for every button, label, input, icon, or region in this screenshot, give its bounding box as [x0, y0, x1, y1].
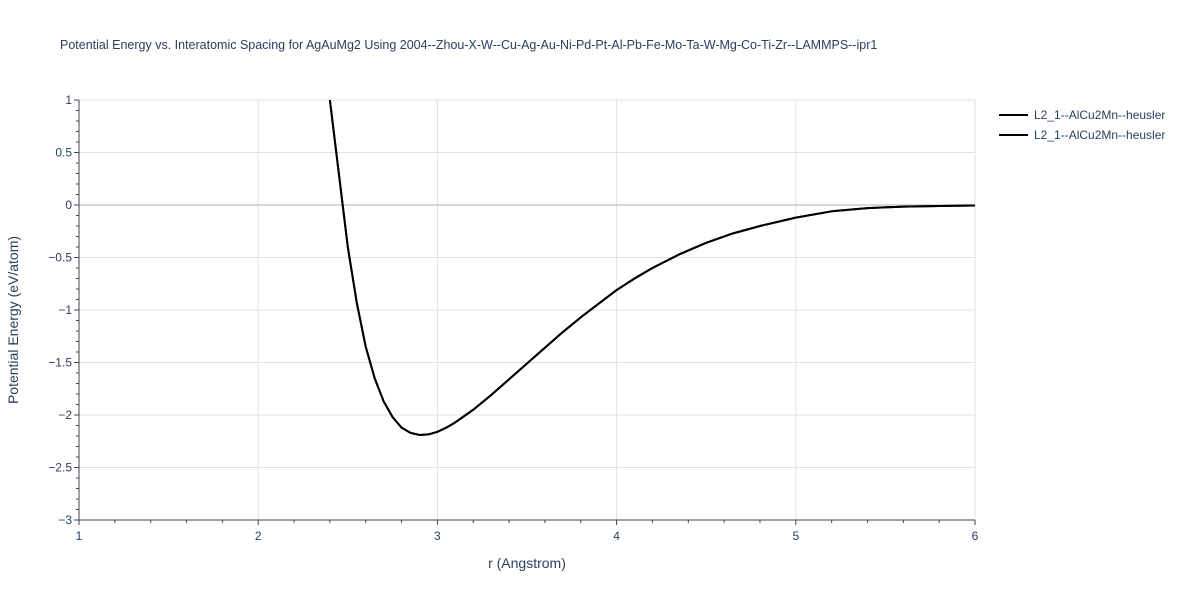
legend-item-1[interactable]: L2_1--AlCu2Mn--heusler	[999, 108, 1165, 122]
y-tick-label: −1	[58, 303, 72, 317]
x-tick-label: 3	[434, 529, 441, 543]
y-tick-label: −1.5	[48, 356, 72, 370]
y-tick-label: 0.5	[55, 146, 72, 160]
y-tick-label: −2.5	[48, 461, 72, 475]
legend-label: L2_1--AlCu2Mn--heusler	[1034, 128, 1165, 142]
legend-label: L2_1--AlCu2Mn--heusler	[1034, 108, 1165, 122]
series-line-2	[328, 100, 975, 436]
x-tick-label: 2	[255, 529, 262, 543]
x-tick-label: 5	[792, 529, 799, 543]
x-tick-label: 1	[76, 529, 83, 543]
y-tick-label: 0	[65, 198, 72, 212]
y-tick-label: 1	[65, 93, 72, 107]
y-tick-label: −2	[58, 408, 72, 422]
axes-layer: 1 2 3 4 5 6 1 0.5 0 −0.5 −1 −1.5 −2 −2.5 −3	[48, 93, 978, 543]
y-axis-title: Potential Energy (eV/atom)	[5, 236, 21, 404]
grid-layer	[79, 99, 976, 520]
x-tick-label: 4	[613, 529, 620, 543]
y-tick-label: −3	[58, 513, 72, 527]
chart-title: Potential Energy vs. Interatomic Spacing…	[60, 38, 878, 52]
legend-item-2[interactable]: L2_1--AlCu2Mn--heusler	[999, 128, 1165, 142]
x-tick-label: 6	[972, 529, 979, 543]
y-tick-label: −0.5	[48, 251, 72, 265]
series-layer	[328, 100, 975, 436]
legend[interactable]: L2_1--AlCu2Mn--heusler L2_1--AlCu2Mn--heu…	[999, 108, 1165, 142]
x-axis-title: r (Angstrom)	[488, 555, 566, 571]
